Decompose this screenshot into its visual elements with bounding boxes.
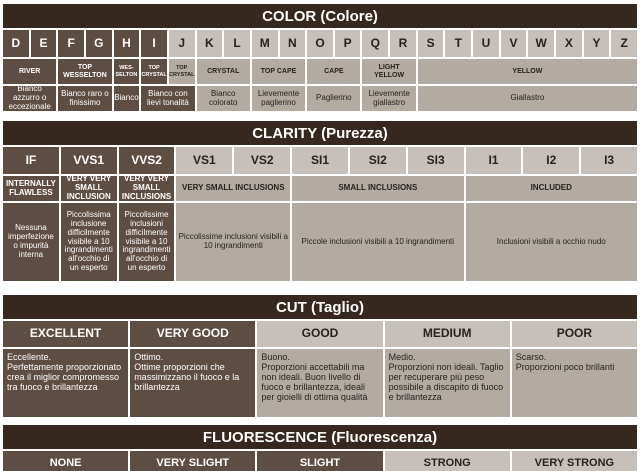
cut-grades-row: EXCELLENT VERY GOOD GOOD MEDIUM POOR <box>3 321 637 347</box>
color-section-title: COLOR (Colore) <box>3 4 637 28</box>
clarity-grade-cell: I1 <box>465 147 522 174</box>
clarity-description-cell: Piccolissime inclusioni difficilmente vi… <box>118 203 175 281</box>
cut-description-cell: Scarso. Proporzioni poco brillanti <box>511 349 637 417</box>
clarity-grade-cell: VS1 <box>176 147 233 174</box>
cut-description-cell: Buono. Proporzioni accettabili ma non id… <box>257 349 383 417</box>
cut-description-cell: Medio. Proporzioni non ideali. Taglio pe… <box>384 349 510 417</box>
color-category-cell: LIGHT YELLOW <box>362 59 416 84</box>
color-letter-cell: N <box>279 30 306 57</box>
color-letter-cell: Z <box>611 30 637 57</box>
clarity-section-title: CLARITY (Purezza) <box>3 121 637 145</box>
clarity-description-cell: Nessuna imperfezione o impurità interna <box>3 203 59 281</box>
clarity-grade-cell: SI2 <box>349 147 406 174</box>
color-letter-cell: Q <box>362 30 389 57</box>
clarity-group-cell: INCLUDED <box>465 176 637 201</box>
color-letter-cell: H <box>113 30 140 57</box>
cut-description-cell: Ottimo. Ottime proporzioni che massimizz… <box>130 349 256 417</box>
clarity-grade-cell: IF <box>3 147 59 174</box>
color-letter-cell: D <box>3 30 29 57</box>
color-letter-cell: M <box>251 30 278 57</box>
color-letter-cell: O <box>307 30 333 57</box>
fluorescence-grade-cell: VERY SLIGHT <box>130 451 256 471</box>
cut-section: CUT (Taglio) EXCELLENT VERY GOOD GOOD MEDIU… <box>3 295 637 417</box>
color-letter-cell: P <box>334 30 361 57</box>
color-description-cell: Bianco <box>113 86 140 111</box>
clarity-group-cell: VERY VERY SMALL INCLUSIONS <box>118 176 175 201</box>
cut-grade-cell: MEDIUM <box>384 321 510 347</box>
color-letter-cell: W <box>528 30 555 57</box>
color-letter-cell: J <box>168 30 195 57</box>
clarity-group-cell: VERY VERY SMALL INCLUSION <box>60 176 117 201</box>
color-letter-cell: L <box>224 30 250 57</box>
color-category-cell: CRYSTAL <box>196 59 250 84</box>
cut-description-cell: Eccellente. Perfettamente proporzionato … <box>3 349 129 417</box>
color-category-cell: TOP CRYSTAL <box>141 59 167 84</box>
fluorescence-section: FLUORESCENCE (Fluorescenza) NONE VERY SLI… <box>3 425 637 471</box>
color-letter-cell: R <box>390 30 416 57</box>
clarity-section: CLARITY (Purezza) IF VVS1 VVS2 VS1 VS2 SI1 SI2… <box>3 121 637 281</box>
clarity-group-cell: INTERNALLY FLAWLESS <box>3 176 59 201</box>
fluorescence-grade-cell: STRONG <box>384 451 510 471</box>
color-description-cell: Bianco azzurro o eccezionale <box>3 86 57 111</box>
fluorescence-grade-cell: SLIGHT <box>257 451 383 471</box>
color-category-cell: TOP WESSELTON <box>58 59 112 84</box>
color-letter-cell: F <box>58 30 84 57</box>
color-letter-cell: G <box>85 30 112 57</box>
fluorescence-section-title: FLUORESCENCE (Fluorescenza) <box>3 425 637 449</box>
cut-section-title: CUT (Taglio) <box>3 295 637 319</box>
color-descriptions-row: Bianco azzurro o eccezionale Bianco raro … <box>3 86 637 111</box>
cut-grade-cell: GOOD <box>257 321 383 347</box>
color-description-cell: Lievemente paglierino <box>251 86 306 111</box>
clarity-groups-row: INTERNALLY FLAWLESS VERY VERY SMALL INCLU… <box>3 176 637 201</box>
clarity-group-cell: VERY SMALL INCLUSIONS <box>176 176 291 201</box>
color-category-cell: YELLOW <box>417 59 637 84</box>
clarity-grade-cell: VS2 <box>234 147 291 174</box>
clarity-grades-row: IF VVS1 VVS2 VS1 VS2 SI1 SI2 SI3 I1 I2 I3 <box>3 147 637 174</box>
cut-descriptions-row: Eccellente. Perfettamente proporzionato … <box>3 349 637 417</box>
color-letter-cell: U <box>473 30 499 57</box>
color-category-cell: TOP CAPE <box>251 59 306 84</box>
clarity-group-cell: SMALL INCLUSIONS <box>292 176 464 201</box>
color-category-cell: RIVER <box>3 59 57 84</box>
color-description-cell: Paglierino <box>307 86 361 111</box>
clarity-description-cell: Piccole inclusioni visibili a 10 ingrand… <box>292 203 464 281</box>
clarity-grade-cell: SI1 <box>292 147 348 174</box>
color-letter-cell: V <box>500 30 527 57</box>
color-letter-cell: Y <box>583 30 610 57</box>
clarity-grade-cell: VVS1 <box>60 147 117 174</box>
clarity-grade-cell: I3 <box>581 147 637 174</box>
clarity-grade-cell: VVS2 <box>118 147 175 174</box>
fluorescence-grades-row: NONE VERY SLIGHT SLIGHT STRONG VERY STRONG <box>3 451 637 471</box>
color-categories-row: RIVER TOP WESSELTON WES- SELTON TOP CRYSTAL… <box>3 59 637 84</box>
color-letter-cell: K <box>196 30 223 57</box>
color-description-cell: Giallastro <box>417 86 637 111</box>
color-description-cell: Bianco raro o finissimo <box>58 86 112 111</box>
color-category-cell: TOP CRYSTAL <box>168 59 195 84</box>
fluorescence-grade-cell: NONE <box>3 451 129 471</box>
clarity-description-cell: Piccolissima inclusione difficilmente vi… <box>60 203 117 281</box>
color-category-cell: CAPE <box>307 59 361 84</box>
cut-grade-cell: VERY GOOD <box>130 321 256 347</box>
color-letter-cell: T <box>445 30 472 57</box>
clarity-descriptions-row: Nessuna imperfezione o impurità interna P… <box>3 203 637 281</box>
clarity-description-cell: Piccolissime inclusioni visibili a 10 in… <box>176 203 291 281</box>
color-letter-cell: E <box>30 30 57 57</box>
color-description-cell: Bianco con lievi tonalità <box>141 86 195 111</box>
color-category-cell: WES- SELTON <box>113 59 140 84</box>
color-letter-cell: S <box>417 30 444 57</box>
cut-grade-cell: EXCELLENT <box>3 321 129 347</box>
clarity-grade-cell: SI3 <box>407 147 464 174</box>
clarity-grade-cell: I2 <box>523 147 580 174</box>
color-description-cell: Lievemente giallastro <box>362 86 416 111</box>
fluorescence-grade-cell: VERY STRONG <box>511 451 637 471</box>
cut-grade-cell: POOR <box>511 321 637 347</box>
color-letter-cell: X <box>556 30 582 57</box>
color-description-cell: Bianco colorato <box>196 86 250 111</box>
clarity-description-cell: Inclusioni visibili a occhio nudo <box>465 203 637 281</box>
color-letter-cell: I <box>141 30 167 57</box>
